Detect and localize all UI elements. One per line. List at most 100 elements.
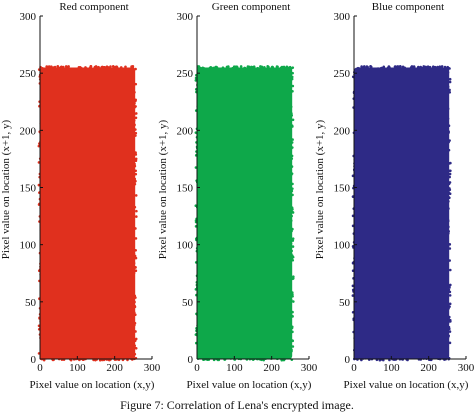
scatter-point xyxy=(289,242,293,245)
scatter-point xyxy=(292,275,295,278)
scatter-point xyxy=(263,65,266,69)
scatter-point xyxy=(291,258,295,262)
scatter-point xyxy=(134,237,138,240)
x-tick-label: 300 xyxy=(144,362,161,374)
scatter-point xyxy=(364,66,367,70)
scatter-point xyxy=(41,66,44,70)
scatter-point xyxy=(448,90,452,94)
scatter-point xyxy=(256,66,260,70)
scatter-point xyxy=(448,243,452,246)
scatter-point xyxy=(291,245,295,248)
scatter-point xyxy=(133,205,137,209)
scatter-point xyxy=(417,66,420,70)
scatter-point xyxy=(291,146,294,149)
scatter-point xyxy=(288,65,292,69)
y-tick-label: 50 xyxy=(25,297,37,309)
scatter-point xyxy=(134,131,138,135)
scatter-point xyxy=(447,334,450,338)
scatter-point xyxy=(251,65,254,69)
scatter-point xyxy=(130,65,133,68)
chart-title: Green component xyxy=(212,1,291,13)
scatter-point xyxy=(135,215,138,218)
scatter-point xyxy=(133,164,137,168)
scatter-point xyxy=(448,88,451,92)
y-tick-label: 100 xyxy=(20,240,37,252)
scatter-point xyxy=(291,138,294,141)
x-tick-label: 200 xyxy=(420,362,437,374)
scatter-points xyxy=(351,64,452,362)
scatter-point xyxy=(290,325,294,329)
scatter-point xyxy=(221,66,225,69)
scatter-point xyxy=(64,65,68,68)
scatter-point xyxy=(290,154,294,158)
scatter-point xyxy=(447,140,450,144)
scatter-point xyxy=(124,65,127,69)
scatter-point xyxy=(447,230,450,233)
scatter-point xyxy=(290,141,294,144)
scatter-point xyxy=(448,341,452,345)
scatter-point xyxy=(362,356,366,360)
x-axis-label: Pixel value on location (x,y) xyxy=(187,379,312,391)
scatter-point xyxy=(89,64,93,68)
scatter-point xyxy=(376,67,380,70)
scatter-point xyxy=(291,182,294,186)
scatter-point xyxy=(433,65,437,69)
scatter-point xyxy=(447,317,450,321)
scatter-point xyxy=(37,144,41,148)
scatter-point xyxy=(447,190,450,194)
chart-title: Blue component xyxy=(372,1,444,13)
scatter-point xyxy=(133,305,137,309)
scatter-point xyxy=(291,237,295,240)
scatter-point xyxy=(289,173,293,176)
scatter-point xyxy=(447,288,451,292)
scatter-point xyxy=(194,79,198,82)
scatter-point xyxy=(284,66,288,70)
scatter-point xyxy=(59,66,62,69)
scatter-point xyxy=(132,119,136,122)
scatter-point xyxy=(291,90,294,93)
scatter-point xyxy=(281,66,285,69)
scatter-point xyxy=(290,114,294,117)
scatter-point xyxy=(291,71,294,75)
y-tick-label: 200 xyxy=(20,125,37,137)
scatter-point xyxy=(292,300,295,303)
scatter-point xyxy=(134,105,137,108)
scatter-point xyxy=(447,124,451,127)
scatter-point xyxy=(443,65,447,69)
x-tick-label: 300 xyxy=(458,362,474,374)
scatter-point xyxy=(291,345,295,348)
scatter-point xyxy=(42,358,46,362)
scatter-point xyxy=(109,65,112,68)
scatter-point xyxy=(133,123,136,127)
scatter-point xyxy=(134,112,138,115)
scatter-point xyxy=(134,248,137,252)
scatter-point xyxy=(133,313,137,316)
scatter-cloud xyxy=(40,67,136,359)
scatter-point xyxy=(118,356,122,360)
scatter-point xyxy=(135,209,138,213)
x-tick-label: 200 xyxy=(106,362,123,374)
scatter-point xyxy=(291,84,295,88)
scatter-point xyxy=(134,116,138,120)
scatter-point xyxy=(412,65,416,69)
scatter-panel-1: 0 50 100 150 200 250 300 0 100 200 300 Red componen… xyxy=(0,1,161,391)
y-tick-label: 50 xyxy=(339,297,351,309)
scatter-point xyxy=(448,330,452,333)
scatter-point xyxy=(133,300,136,304)
scatter-point xyxy=(134,151,137,154)
y-tick-label: 200 xyxy=(334,125,351,137)
scatter-point xyxy=(447,66,451,70)
x-tick-label: 100 xyxy=(69,362,86,374)
y-tick-label: 300 xyxy=(177,11,194,23)
scatter-point xyxy=(290,189,294,193)
scatter-point xyxy=(133,339,137,342)
y-axis-label: Pixel value on location (x+1, y) xyxy=(157,119,169,259)
scatter-point xyxy=(447,148,451,152)
y-tick-label: 100 xyxy=(334,240,351,252)
scatter-point xyxy=(134,153,138,156)
scatter-point xyxy=(446,107,450,111)
scatter-point xyxy=(447,207,450,210)
y-tick-label: 250 xyxy=(177,68,194,80)
scatter-point xyxy=(199,66,202,70)
scatter-point xyxy=(67,65,70,68)
